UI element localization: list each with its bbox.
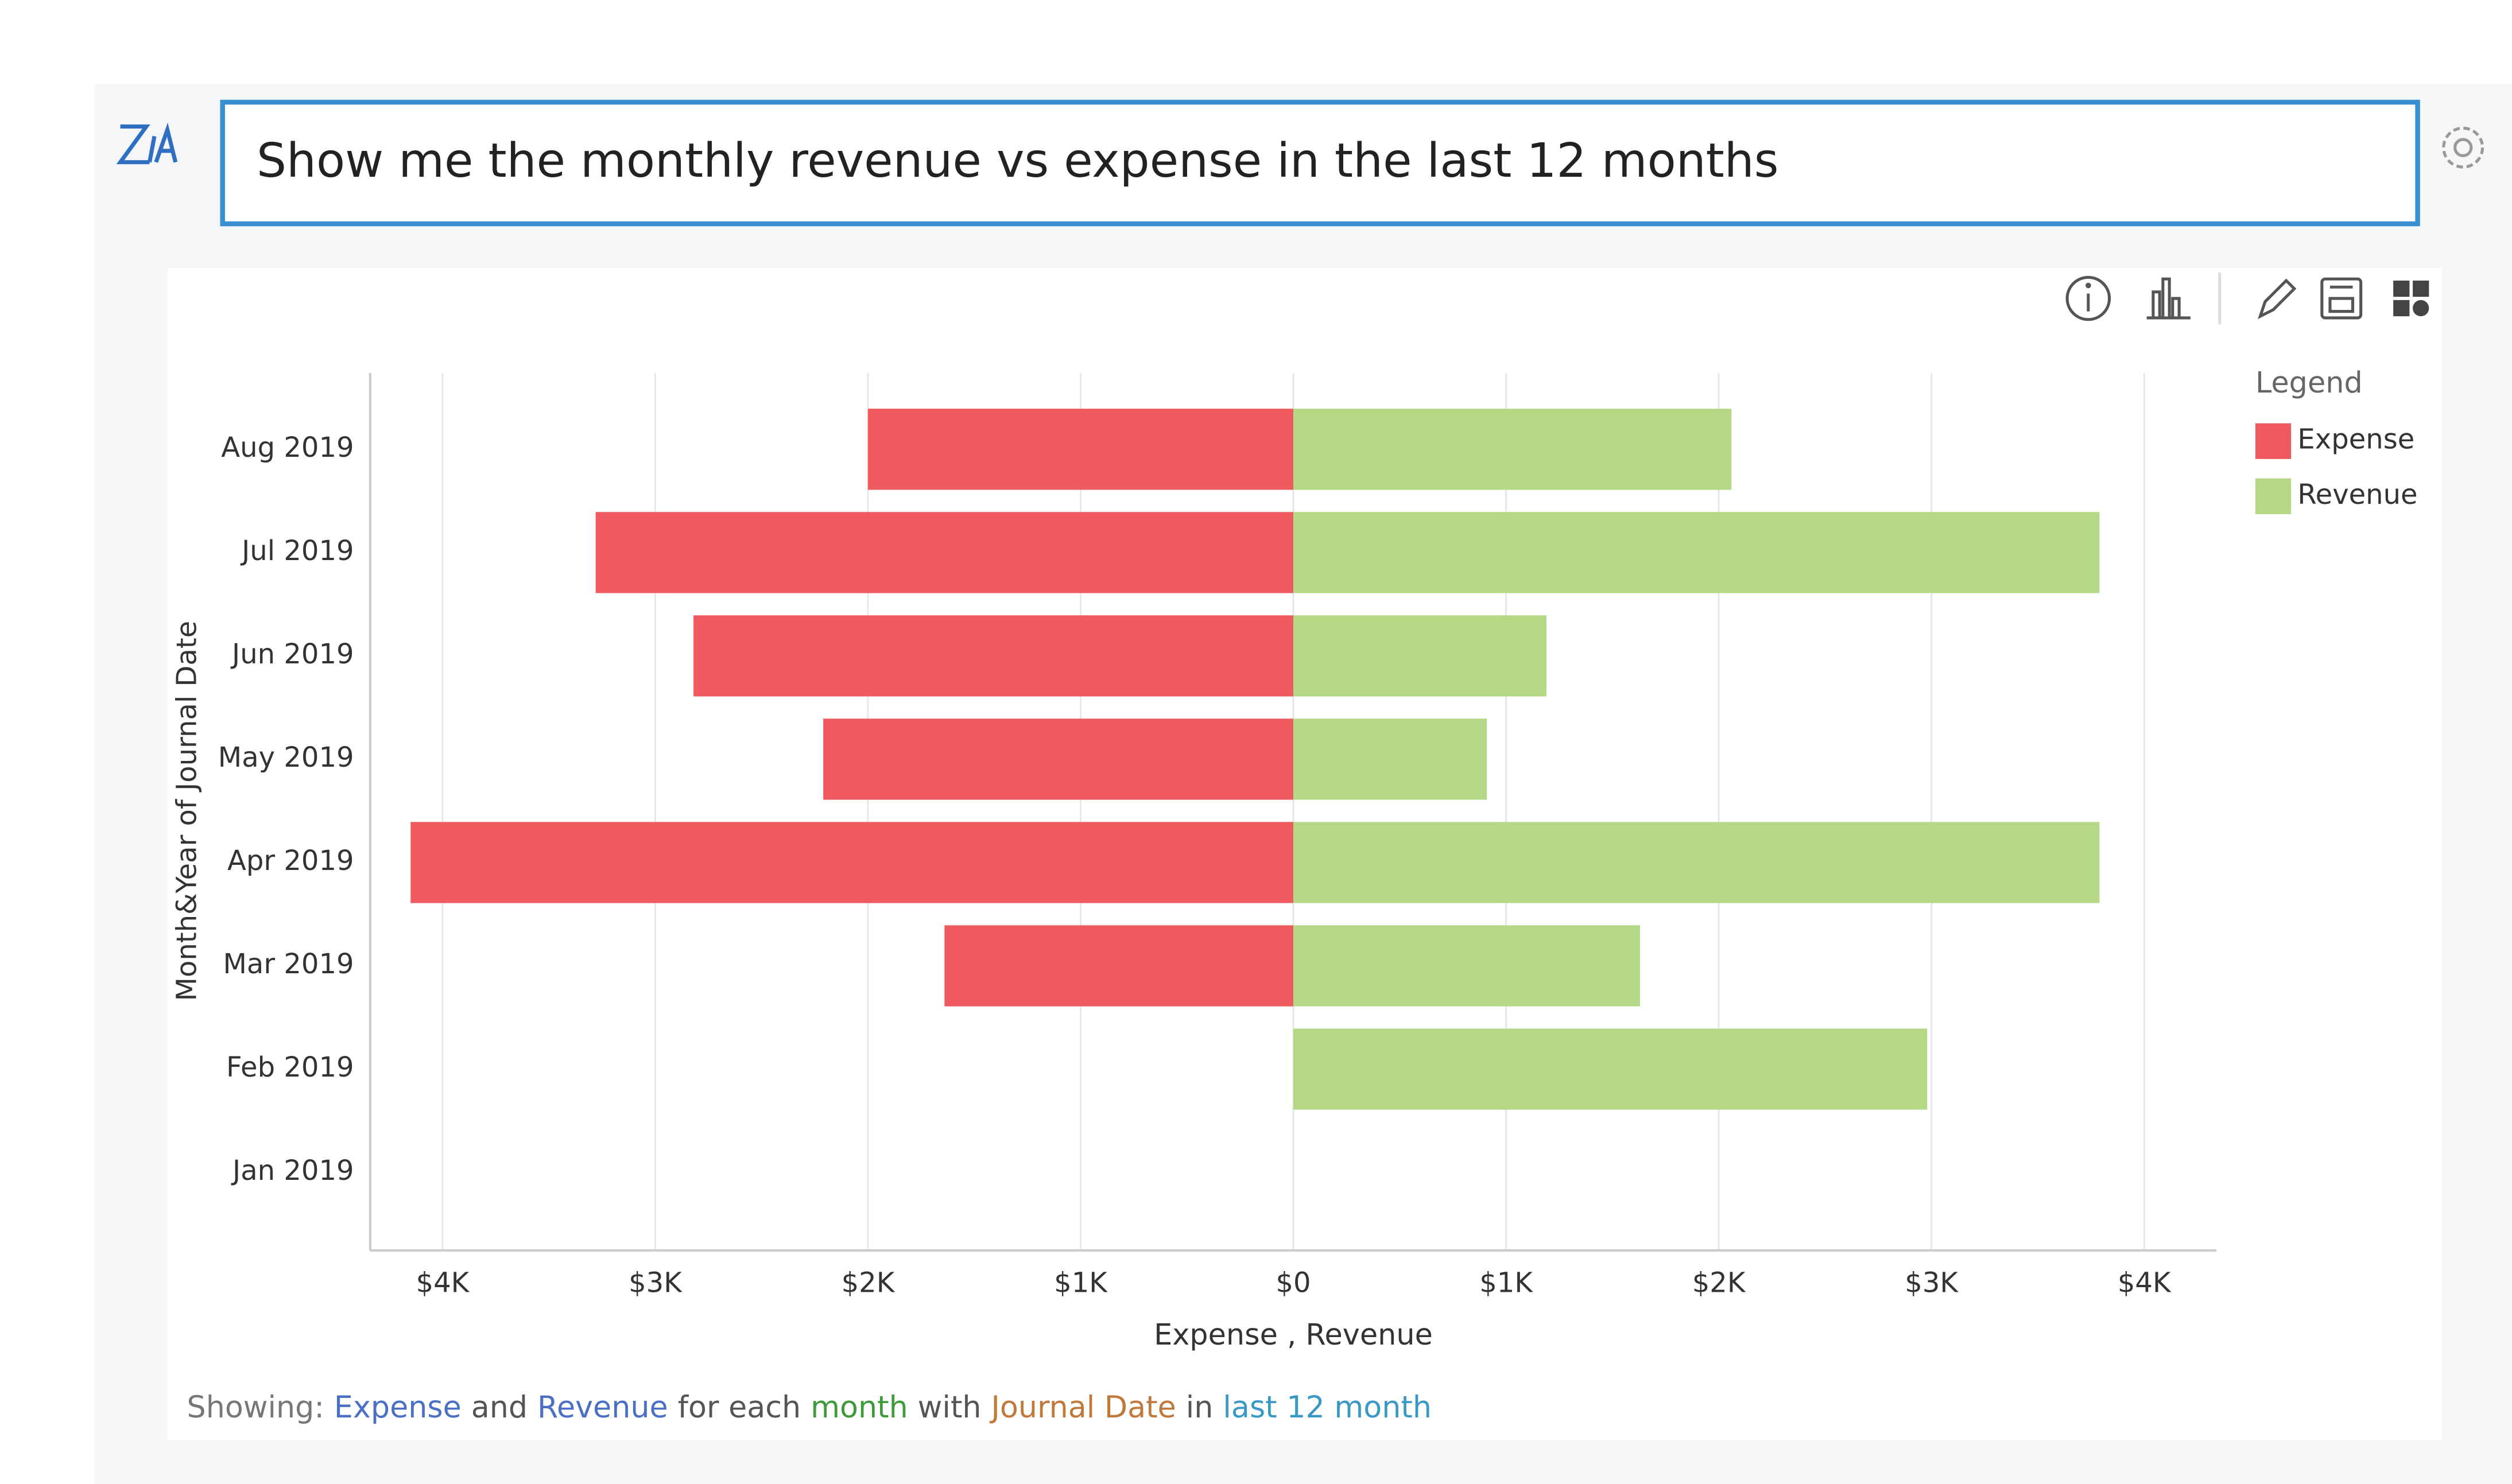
settings-icon[interactable] <box>2442 126 2484 169</box>
legend-label[interactable]: Revenue <box>2297 479 2417 511</box>
y-tick-label: Aug 2019 <box>221 432 354 464</box>
zia-logo <box>116 122 178 165</box>
x-tick-label: $1K <box>1054 1267 1108 1299</box>
y-tick-label: Jan 2019 <box>231 1155 354 1187</box>
footer-part: in <box>1186 1390 1214 1425</box>
x-tick-label: $4K <box>416 1267 470 1299</box>
legend-title: Legend <box>2255 366 2363 399</box>
bar <box>1293 718 1487 800</box>
footer-part: Showing: <box>187 1390 324 1425</box>
footer-part: Expense <box>334 1390 462 1425</box>
x-tick-label: $3K <box>1905 1267 1959 1299</box>
x-tick-label: $4K <box>2118 1267 2172 1299</box>
legend-label[interactable]: Expense <box>2297 424 2414 456</box>
x-tick-label: $2K <box>842 1267 896 1299</box>
y-tick-label: Jul 2019 <box>240 535 354 567</box>
x-axis-title: Expense , Revenue <box>1154 1318 1433 1351</box>
y-tick-label: May 2019 <box>218 741 354 774</box>
bar <box>944 925 1294 1007</box>
x-tick-label: $1K <box>1479 1267 1533 1299</box>
legend-swatch <box>2255 423 2292 459</box>
x-tick-label: $3K <box>629 1267 683 1299</box>
query-text: Show me the monthly revenue vs expense i… <box>257 134 1778 188</box>
bar <box>867 409 1294 490</box>
legend-swatch <box>2255 478 2292 514</box>
plot: $4K $3K $2K $1K $0 $1K $2K $3K $4K Aug 2019 Jul 20… <box>218 373 2217 1299</box>
footer-part: Journal Date <box>990 1390 1176 1425</box>
footer: Showing: Expense and Revenue for each month wi… <box>187 1390 1432 1425</box>
bar <box>823 718 1294 800</box>
bar <box>1293 409 1732 490</box>
footer-part: month <box>811 1390 908 1425</box>
info-button[interactable] <box>2065 275 2111 321</box>
bar <box>1293 925 1640 1007</box>
y-axis-title: Month&Year of Journal Date <box>170 621 203 1001</box>
footer-part: last 12 month <box>1223 1390 1432 1425</box>
dashboard-button[interactable] <box>2393 280 2429 317</box>
x-tick-label: $0 <box>1276 1267 1311 1299</box>
x-tick-label: $2K <box>1692 1267 1746 1299</box>
y-tick-label: Apr 2019 <box>227 845 354 877</box>
bar <box>1293 512 2100 593</box>
bar <box>410 822 1294 903</box>
bar <box>595 512 1294 593</box>
save-button[interactable] <box>2320 277 2363 320</box>
bar <box>1293 1028 1928 1110</box>
y-tick-label: Jun 2019 <box>230 638 354 670</box>
query-input[interactable] <box>220 99 2420 227</box>
y-tick-label: Feb 2019 <box>226 1051 354 1083</box>
bar <box>1293 822 2100 903</box>
footer-part: with <box>918 1390 982 1425</box>
chart-type-button[interactable] <box>2146 277 2191 320</box>
footer-part: and <box>471 1390 528 1425</box>
footer-part: for each <box>678 1390 801 1425</box>
bar <box>693 615 1294 697</box>
bar <box>1293 615 1546 697</box>
edit-button[interactable] <box>2258 278 2297 320</box>
footer-part: Revenue <box>537 1390 668 1425</box>
y-tick-label: Mar 2019 <box>223 948 354 980</box>
